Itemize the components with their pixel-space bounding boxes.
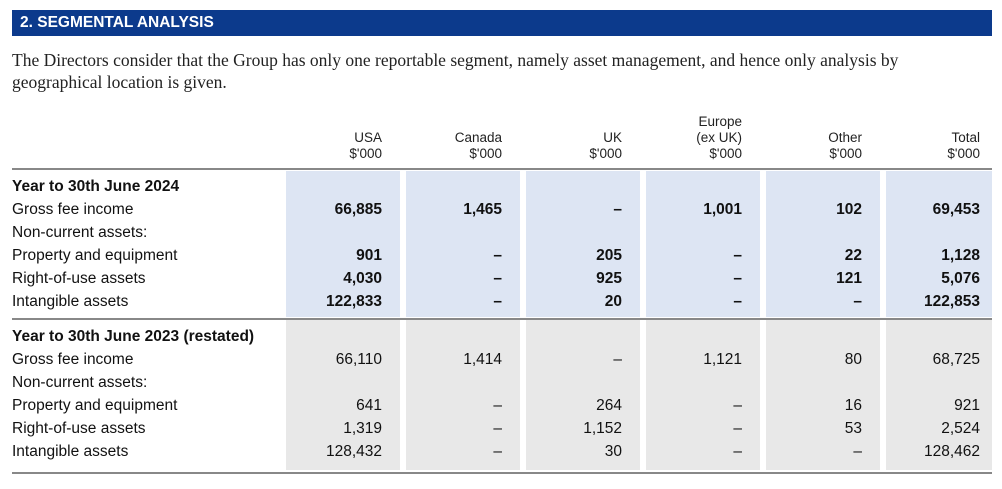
- table-rule: [12, 318, 992, 320]
- cell-total: 2,524: [941, 420, 980, 437]
- column-header-unit: $'000: [829, 146, 862, 161]
- column-header-name: UK: [603, 130, 622, 145]
- column-header-unit: $'000: [349, 146, 382, 161]
- cell-canada: –: [493, 397, 502, 414]
- cell-uk: –: [613, 351, 622, 368]
- column-shade-other: [766, 171, 880, 317]
- cell-total: 921: [954, 397, 980, 414]
- column-header-name: Total: [951, 130, 980, 145]
- table-rule: [12, 168, 992, 170]
- column-header-other: Other $'000: [762, 108, 862, 162]
- column-shade-total: [886, 171, 992, 317]
- column-header-usa: USA $'000: [282, 108, 382, 162]
- cell-other: 102: [836, 201, 862, 218]
- cell-uk: 925: [596, 270, 622, 287]
- cell-other: 121: [836, 270, 862, 287]
- cell-europe: –: [733, 443, 742, 460]
- cell-usa: 66,885: [334, 201, 382, 218]
- column-header-name: Europe: [698, 114, 742, 129]
- cell-canada: –: [493, 270, 502, 287]
- column-header-unit: $'000: [469, 146, 502, 161]
- cell-total: 122,853: [923, 293, 980, 310]
- cell-usa: 128,432: [325, 443, 382, 460]
- cell-europe: 1,001: [703, 201, 742, 218]
- column-shade-total: [886, 320, 992, 470]
- cell-usa: 66,110: [335, 351, 382, 368]
- cell-other: –: [853, 293, 862, 310]
- cell-europe: –: [733, 397, 742, 414]
- intro-paragraph: The Directors consider that the Group ha…: [12, 50, 899, 92]
- table-rule: [12, 472, 992, 474]
- period-title: Year to 30th June 2023 (restated): [12, 328, 255, 345]
- period-title: Year to 30th June 2024: [12, 178, 180, 195]
- column-header-name: Canada: [454, 130, 502, 145]
- cell-canada: –: [493, 420, 502, 437]
- cell-uk: 20: [604, 293, 622, 310]
- cell-uk: 1,152: [583, 420, 622, 437]
- cell-canada: –: [493, 247, 502, 264]
- cell-europe: –: [733, 247, 742, 264]
- row-label: Gross fee income: [12, 201, 134, 218]
- cell-usa: 4,030: [343, 270, 382, 287]
- cell-other: 53: [844, 420, 862, 437]
- cell-canada: 1,465: [463, 201, 502, 218]
- cell-europe: –: [733, 293, 742, 310]
- section-heading: 2. SEGMENTAL ANALYSIS: [12, 10, 992, 36]
- row-label: Non-current assets:: [12, 374, 148, 391]
- row-label: Property and equipment: [12, 247, 178, 264]
- cell-total: 69,453: [932, 201, 980, 218]
- cell-uk: 30: [604, 443, 622, 460]
- column-shade-europe: [646, 320, 760, 470]
- cell-other: 16: [844, 397, 862, 414]
- cell-total: 5,076: [941, 270, 980, 287]
- cell-canada: –: [493, 293, 502, 310]
- cell-europe: –: [733, 270, 742, 287]
- column-header-unit: $'000: [947, 146, 980, 161]
- row-label: Intangible assets: [12, 443, 129, 460]
- cell-uk: 264: [596, 397, 622, 414]
- column-header-canada: Canada $'000: [402, 108, 502, 162]
- column-header-total: Total $'000: [880, 108, 980, 162]
- cell-canada: 1,414: [463, 351, 502, 368]
- row-label: Intangible assets: [12, 293, 129, 310]
- column-shade-canada: [406, 320, 520, 470]
- column-shade-uk: [526, 171, 640, 317]
- column-header-unit: $'000: [589, 146, 622, 161]
- cell-canada: –: [493, 443, 502, 460]
- cell-uk: 205: [596, 247, 622, 264]
- column-shade-usa: [286, 320, 400, 470]
- cell-total: 128,462: [923, 443, 980, 460]
- column-header-europe: Europe (ex UK) $'000: [642, 108, 742, 162]
- row-label: Property and equipment: [12, 397, 178, 414]
- column-shade-europe: [646, 171, 760, 317]
- cell-usa: 641: [356, 397, 382, 414]
- column-shade-usa: [286, 171, 400, 317]
- cell-europe: –: [733, 420, 742, 437]
- cell-usa: 122,833: [325, 293, 382, 310]
- row-label: Gross fee income: [12, 351, 134, 368]
- cell-total: 1,128: [941, 247, 980, 264]
- column-shade-canada: [406, 171, 520, 317]
- cell-other: 22: [844, 247, 862, 264]
- cell-europe: 1,121: [703, 351, 742, 368]
- row-label: Non-current assets:: [12, 224, 148, 241]
- row-label: Right-of-use assets: [12, 270, 146, 287]
- column-header-unit: $'000: [709, 146, 742, 161]
- cell-usa: 1,319: [343, 420, 382, 437]
- cell-uk: –: [613, 201, 622, 218]
- cell-other: 80: [844, 351, 862, 368]
- column-header-name: Other: [828, 130, 862, 145]
- column-shade-uk: [526, 320, 640, 470]
- cell-usa: 901: [356, 247, 382, 264]
- column-header-uk: UK $'000: [522, 108, 622, 162]
- cell-total: 68,725: [932, 351, 980, 368]
- column-header-name: (ex UK): [696, 130, 742, 145]
- cell-other: –: [853, 443, 862, 460]
- row-label: Right-of-use assets: [12, 420, 146, 437]
- column-header-name: USA: [354, 130, 382, 145]
- column-shade-other: [766, 320, 880, 470]
